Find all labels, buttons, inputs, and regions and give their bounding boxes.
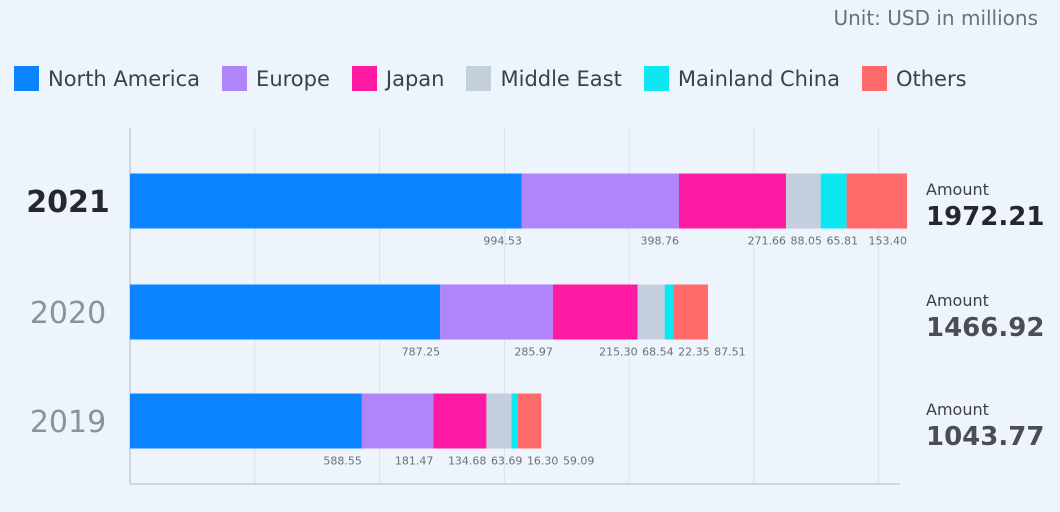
amount-value: 1043.77 bbox=[926, 422, 1044, 452]
legend-swatch bbox=[222, 66, 248, 91]
legend-swatch bbox=[643, 66, 669, 91]
amount-caption: Amount bbox=[926, 291, 989, 310]
legend-label: Mainland China bbox=[677, 66, 840, 91]
amount-caption: Amount bbox=[926, 400, 989, 419]
amount-value: 1466.92 bbox=[926, 313, 1044, 343]
legend-label: Middle East bbox=[500, 66, 622, 91]
bar-segment-2021-north-america bbox=[130, 173, 522, 229]
category-label-2019: 2019 bbox=[30, 405, 106, 440]
bar-segment-2021-middle-east bbox=[785, 173, 821, 229]
legend-item-mainland-china: Mainland China bbox=[643, 66, 840, 91]
unit-label: Unit: USD in millions bbox=[833, 6, 1038, 30]
legend-label: Japan bbox=[385, 66, 445, 91]
legend-swatch bbox=[14, 66, 39, 91]
legend-label: Europe bbox=[256, 66, 330, 91]
legend-swatch bbox=[466, 66, 492, 91]
bar-segment-2020-middle-east bbox=[637, 284, 665, 340]
bar-segment-2019-mainland-china bbox=[511, 393, 518, 449]
bar-segment-2019-others bbox=[517, 393, 542, 449]
bar-segment-2020-north-america bbox=[130, 284, 441, 340]
value-label: 271.66 bbox=[747, 235, 786, 248]
value-label: 134.68 bbox=[448, 455, 487, 468]
value-label: 787.25 bbox=[402, 346, 441, 359]
value-label: 153.40 bbox=[869, 235, 908, 248]
value-label: 65.81 bbox=[826, 235, 858, 248]
value-label: 68.54 bbox=[642, 346, 674, 359]
value-label: 87.51 bbox=[714, 346, 746, 359]
bar-segment-2020-others bbox=[673, 284, 708, 340]
value-label: 588.55 bbox=[323, 455, 362, 468]
bar-segment-2021-japan bbox=[678, 173, 786, 229]
category-label-2020: 2020 bbox=[30, 296, 106, 331]
value-label: 285.97 bbox=[514, 346, 553, 359]
value-label: 994.53 bbox=[483, 235, 522, 248]
legend-swatch bbox=[861, 66, 887, 91]
legend-item-japan: Japan bbox=[351, 66, 445, 91]
legend-item-europe: Europe bbox=[222, 66, 330, 91]
legend-item-north-america: North America bbox=[14, 66, 200, 91]
bar-segment-2021-europe bbox=[521, 173, 679, 229]
bar-segment-2020-europe bbox=[440, 284, 553, 340]
bar-segment-2019-middle-east bbox=[486, 393, 512, 449]
value-label: 63.69 bbox=[491, 455, 523, 468]
value-label: 215.30 bbox=[599, 346, 638, 359]
value-label: 16.30 bbox=[527, 455, 559, 468]
chart-legend: North America Europe Japan Middle East Mainl… bbox=[14, 66, 967, 91]
bar-segment-2019-japan bbox=[433, 393, 487, 449]
bar-segment-2020-japan bbox=[552, 284, 638, 340]
bar-segment-2021-others bbox=[846, 173, 908, 229]
legend-item-others: Others bbox=[861, 66, 967, 91]
legend-label: North America bbox=[48, 66, 201, 91]
bar-segment-2021-mainland-china bbox=[820, 173, 847, 229]
bar-segment-2019-north-america bbox=[130, 393, 362, 449]
bar-segment-2019-europe bbox=[361, 393, 434, 449]
value-label: 59.09 bbox=[563, 455, 595, 468]
amount-caption: Amount bbox=[926, 180, 989, 199]
value-label: 181.47 bbox=[395, 455, 434, 468]
amount-value: 1972.21 bbox=[926, 202, 1044, 232]
legend-label: Others bbox=[895, 66, 967, 91]
legend-swatch bbox=[351, 66, 377, 91]
value-label: 88.05 bbox=[790, 235, 822, 248]
value-label: 22.35 bbox=[678, 346, 710, 359]
bar-segment-2020-mainland-china bbox=[664, 284, 674, 340]
category-label-2021: 2021 bbox=[26, 185, 110, 220]
legend-item-middle-east: Middle East bbox=[466, 66, 622, 91]
value-label: 398.76 bbox=[640, 235, 679, 248]
